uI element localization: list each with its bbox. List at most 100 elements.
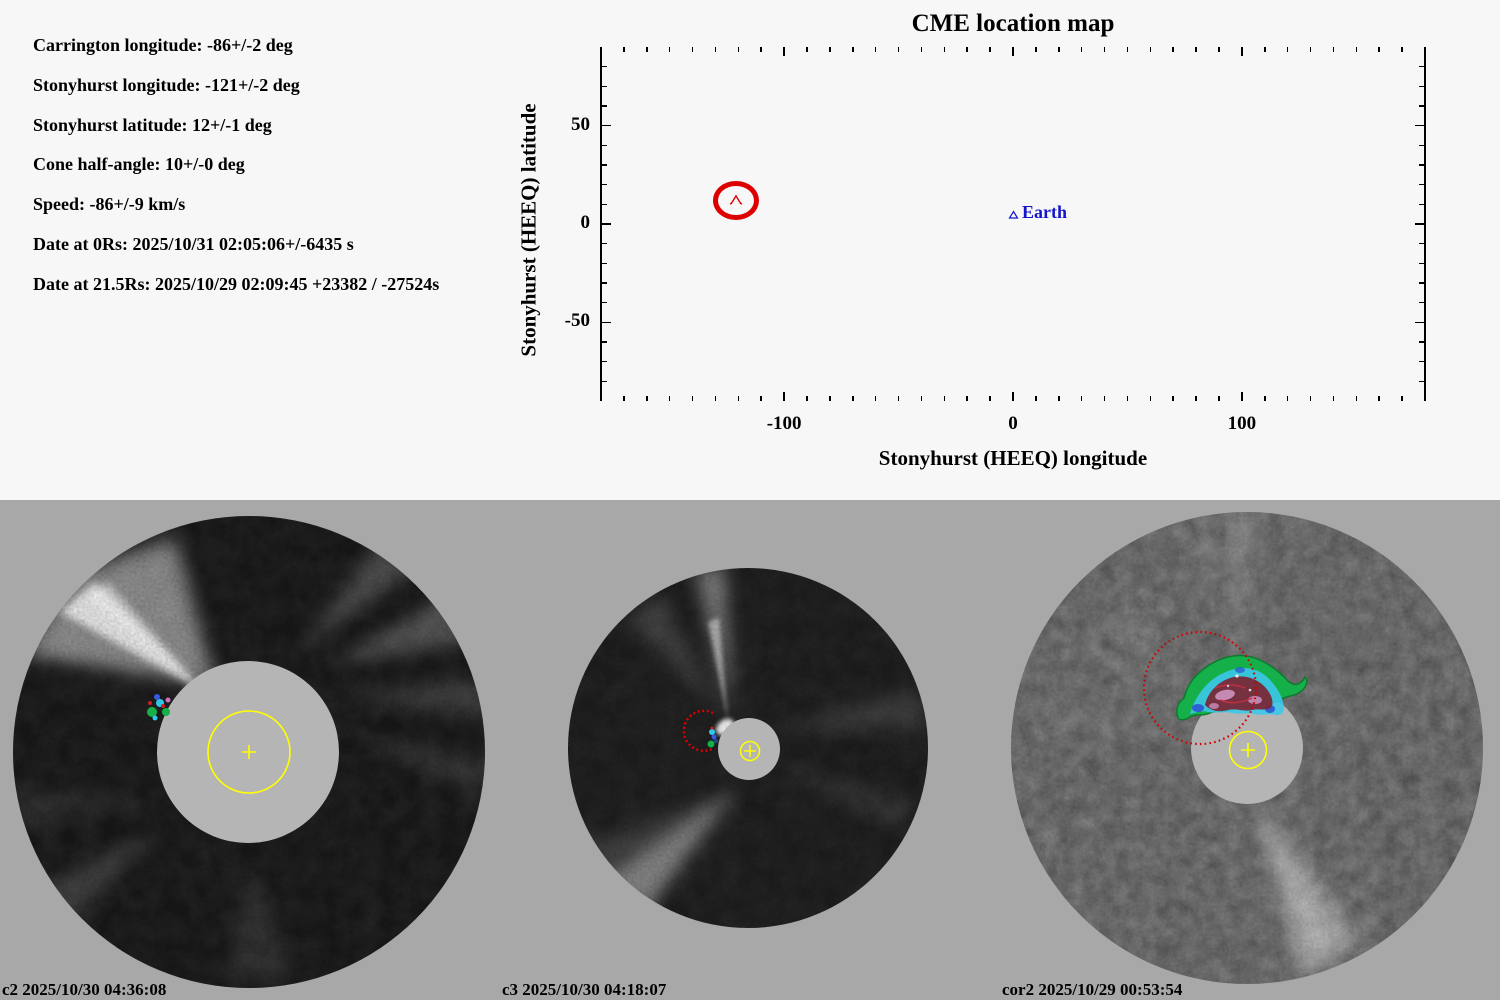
y-axis-tick (1419, 282, 1425, 284)
x-axis-tick (783, 47, 785, 56)
x-axis-tick (874, 47, 877, 52)
y-tick-label: 0 (580, 212, 591, 233)
y-axis-tick (601, 124, 611, 127)
cor2-timestamp: cor2 2025/10/29 00:53:54 (1002, 980, 1183, 999)
x-axis-label: Stonyhurst (HEEQ) longitude (878, 446, 1148, 470)
x-axis-tick (737, 47, 740, 52)
earth-label: Earth (1022, 202, 1067, 223)
y-tick-label: 50 (571, 113, 590, 135)
c2-cme-detection (147, 694, 171, 721)
x-axis-tick (623, 47, 625, 52)
c3-cme-detection (707, 726, 718, 748)
x-axis-tick (1401, 47, 1403, 52)
x-axis-tick (691, 47, 694, 52)
param-date-21-5rs: Date at 21.5Rs: 2025/10/29 02:09:45 +233… (33, 273, 440, 294)
x-axis-tick (1172, 47, 1174, 52)
y-axis-tick (601, 85, 607, 88)
x-axis-tick (1195, 47, 1197, 52)
y-axis-tick (1419, 85, 1425, 88)
x-axis-tick (668, 396, 671, 401)
x-axis-tick (1218, 47, 1220, 52)
cme-cone-marker (713, 180, 759, 221)
c2-sun-circle (207, 710, 291, 794)
param-stonyhurst-longitude: Stonyhurst longitude: -121+/-2 deg (33, 74, 300, 95)
x-axis-tick (760, 396, 762, 401)
y-axis-tick (601, 282, 607, 284)
x-axis-tick (806, 47, 808, 52)
x-axis-tick (829, 396, 831, 401)
param-speed: Speed: -86+/-9 km/s (33, 194, 186, 215)
x-axis-tick (897, 396, 900, 401)
x-axis-tick (1264, 396, 1266, 401)
x-axis-tick (714, 47, 717, 52)
y-axis-tick (601, 360, 607, 363)
x-axis-tick (737, 396, 740, 401)
x-axis-tick (989, 396, 991, 401)
x-axis-tick (1080, 47, 1083, 52)
param-carrington-longitude: Carrington longitude: -86+/-2 deg (33, 35, 293, 55)
x-axis-tick (1309, 396, 1312, 401)
x-axis-tick (852, 47, 854, 52)
x-axis-tick (1103, 47, 1106, 52)
x-axis-tick (668, 47, 671, 52)
c2-timestamp: c2 2025/10/30 04:36:08 (2, 980, 167, 999)
x-axis-tick (1126, 47, 1129, 52)
x-tick-label: 100 (1227, 413, 1257, 434)
x-axis-tick (1149, 396, 1152, 401)
y-axis-tick (1419, 203, 1425, 206)
x-axis-tick (1241, 47, 1243, 56)
y-axis-tick (601, 242, 607, 245)
cme-parameters: Carrington longitude: -86+/-2 deg Stonyh… (33, 26, 439, 305)
c3-occulter-disk (718, 718, 780, 780)
y-axis-tick (1419, 65, 1425, 68)
cor2-cone-outline (1142, 630, 1258, 746)
coronagraph-cor2: cor2 2025/10/29 00:53:54 (1000, 500, 1500, 1000)
y-axis-tick (601, 203, 607, 206)
x-axis-tick (783, 392, 785, 401)
x-axis-tick (1172, 396, 1174, 401)
y-axis-tick (601, 262, 607, 265)
x-axis-tick (1149, 47, 1152, 52)
x-axis-tick (646, 47, 648, 52)
x-axis-tick (1241, 392, 1243, 401)
x-axis-tick (829, 47, 831, 52)
cme-location-map: CME location map Stonyhurst (HEEQ) latit… (517, 10, 1426, 470)
x-axis-tick (1058, 396, 1060, 401)
x-axis-tick (943, 396, 946, 401)
y-axis-tick (601, 65, 607, 68)
x-axis-tick (1332, 47, 1335, 52)
x-axis-tick (1012, 392, 1014, 401)
x-axis-tick (1195, 396, 1197, 401)
y-axis-tick (1419, 242, 1425, 245)
c3-timestamp: c3 2025/10/30 04:18:07 (502, 980, 667, 999)
y-axis-tick (601, 144, 607, 147)
x-axis-tick (920, 396, 923, 401)
earth-marker (1008, 210, 1019, 219)
x-axis-tick (1355, 396, 1358, 401)
y-axis-line-right (1424, 47, 1426, 401)
c2-image (13, 516, 485, 988)
y-axis-tick (1419, 341, 1425, 343)
y-axis-tick (1419, 301, 1425, 304)
x-axis-tick (1126, 396, 1129, 401)
y-axis-tick (1419, 183, 1425, 186)
x-axis-tick (1035, 47, 1037, 52)
y-axis-tick (1415, 223, 1425, 225)
y-axis-tick (601, 380, 607, 383)
param-cone-half-angle: Cone half-angle: 10+/-0 deg (33, 154, 245, 175)
x-axis-tick (623, 396, 625, 401)
y-axis-tick (1419, 380, 1425, 383)
c3-image (568, 568, 928, 928)
param-date-0rs: Date at 0Rs: 2025/10/31 02:05:06+/-6435 … (33, 233, 354, 254)
x-axis-tick (1401, 396, 1403, 401)
x-tick-label: 0 (1008, 413, 1018, 434)
x-axis-tick (646, 396, 648, 401)
x-axis-tick (966, 47, 968, 52)
x-axis-tick (714, 396, 717, 401)
top-panel: Carrington longitude: -86+/-2 deg Stonyh… (0, 0, 1500, 500)
x-axis-tick (897, 47, 900, 52)
coronagraph-panel: c2 2025/10/30 04:36:08 (0, 500, 1500, 1000)
x-axis-tick (1035, 396, 1037, 401)
y-axis-tick (601, 164, 607, 166)
x-axis-tick (1218, 396, 1220, 401)
